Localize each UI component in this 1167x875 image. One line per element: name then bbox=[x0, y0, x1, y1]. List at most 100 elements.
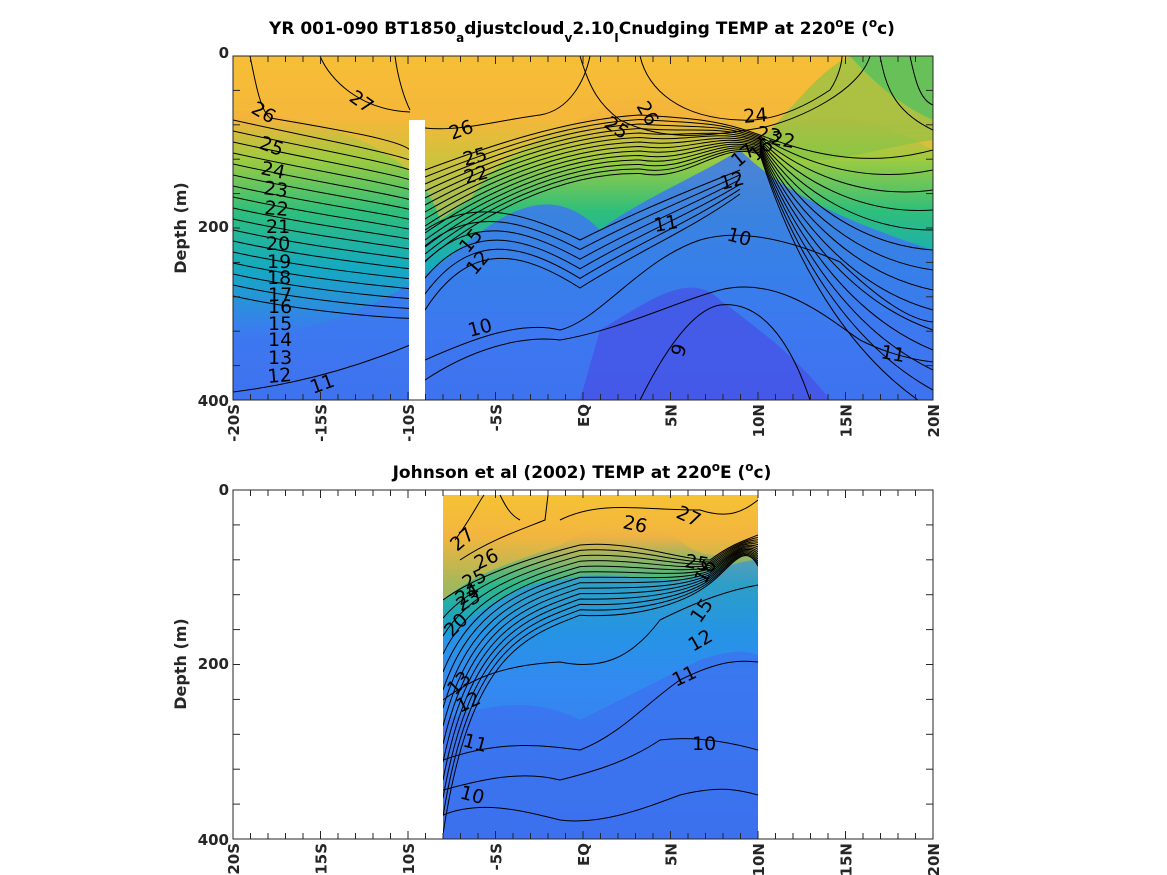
clabel-23b: 23 bbox=[755, 122, 783, 148]
panel-1-xticklabels: -20S -15S -10S -5S EQ 5N 10N 15N 20N bbox=[225, 404, 943, 442]
panel-2-thermocline-contours bbox=[443, 534, 758, 835]
thermocline-contour bbox=[424, 135, 933, 251]
thermocline-contour bbox=[424, 145, 933, 351]
clabel-22c: 22 bbox=[769, 127, 797, 153]
panel-1-ytick-200: 200 bbox=[198, 218, 229, 236]
thermocline-contour bbox=[233, 251, 411, 280]
thermocline-contour bbox=[424, 150, 919, 400]
clabel-19: 19 bbox=[267, 251, 291, 273]
panel-1-contour-labels: 27 26 26 25 26 25 24 23 22 21 20 19 18 1… bbox=[248, 86, 907, 399]
xtick-label: 10N bbox=[750, 843, 768, 875]
thermocline-contour bbox=[424, 127, 933, 211]
thermocline-contour bbox=[233, 218, 411, 250]
thermocline-contour bbox=[443, 552, 758, 799]
panel-1-ytick-0: 0 bbox=[219, 44, 229, 62]
panel-1-data-gap bbox=[409, 120, 425, 400]
xtick-label: -10S bbox=[400, 843, 418, 875]
thermocline-contour bbox=[233, 262, 411, 290]
thermocline-contour bbox=[443, 544, 758, 691]
thermocline-contour bbox=[443, 543, 758, 673]
clabel-14: 14 bbox=[268, 329, 292, 351]
thermocline-contour bbox=[424, 143, 933, 331]
panel-1-deep-contours bbox=[233, 234, 933, 400]
thermocline-contour bbox=[443, 546, 758, 709]
xtick-label: 5N bbox=[663, 843, 681, 866]
thermocline-contour bbox=[424, 123, 933, 193]
clabel-11b: 11 bbox=[652, 211, 680, 237]
thermocline-contour bbox=[424, 149, 933, 391]
clabel-18: 18 bbox=[267, 267, 291, 289]
thermocline-contour bbox=[424, 132, 933, 231]
clabel2-25b: 25 bbox=[683, 550, 711, 576]
xtick-label: -5S bbox=[488, 843, 506, 870]
thermocline-contour bbox=[424, 141, 933, 311]
xtick-label: -20S bbox=[225, 843, 243, 875]
thermocline-contour bbox=[233, 284, 411, 309]
xtick-label: 15N bbox=[838, 404, 856, 437]
panel-1-ticks bbox=[232, 55, 934, 401]
thermocline-contour bbox=[424, 179, 741, 263]
xtick-label: -15S bbox=[313, 404, 331, 442]
thermocline-contour bbox=[424, 118, 933, 178]
thermocline-contour bbox=[233, 207, 411, 240]
thermocline-contour bbox=[424, 169, 741, 241]
thermocline-contour bbox=[233, 163, 411, 201]
clabel-24: 24 bbox=[259, 157, 287, 184]
xtick-label: -15S bbox=[313, 843, 331, 875]
thermocline-contour bbox=[233, 119, 411, 161]
xtick-label: 10N bbox=[750, 404, 768, 437]
clabel-11c: 11 bbox=[879, 341, 907, 367]
panel-1-field bbox=[233, 56, 933, 400]
clabel-21: 21 bbox=[266, 216, 290, 238]
xtick-label: 20N bbox=[925, 843, 943, 875]
clabel-24b: 24 bbox=[743, 104, 769, 128]
panel-1-thermocline-contours bbox=[233, 114, 933, 400]
thermocline-contour bbox=[443, 550, 758, 763]
panel-2-ytick-200: 200 bbox=[198, 655, 229, 673]
clabel-16: 16 bbox=[268, 296, 292, 318]
panel-1-ylabel: Depth (m) bbox=[171, 182, 190, 274]
thermocline-contour bbox=[424, 139, 933, 291]
thermocline-contour bbox=[233, 185, 411, 220]
thermocline-contour bbox=[233, 141, 411, 181]
thermocline-contour bbox=[424, 114, 933, 171]
thermocline-contour bbox=[443, 534, 758, 601]
thermocline-contour bbox=[424, 193, 741, 311]
thermocline-contour bbox=[233, 130, 411, 171]
clabel-23: 23 bbox=[262, 177, 289, 202]
thermocline-contour bbox=[424, 174, 741, 251]
panel-2-xticklabels: -20S -15S -10S -5S EQ 5N 10N 15N 20N bbox=[225, 843, 943, 875]
panel-1-yticklabels: 0 200 400 bbox=[198, 44, 229, 410]
thermocline-contour bbox=[443, 541, 758, 655]
clabel-22: 22 bbox=[264, 197, 290, 221]
clabel-15: 15 bbox=[268, 313, 292, 335]
clabel-13: 13 bbox=[268, 347, 292, 369]
panel-1: YR 001-090 BT1850adjustcloudv2.10ICnudgi… bbox=[171, 16, 943, 442]
thermocline-contour bbox=[424, 137, 933, 271]
clabel-20: 20 bbox=[266, 233, 290, 255]
thermocline-contour bbox=[233, 152, 411, 191]
panel-2-field bbox=[443, 494, 758, 839]
xtick-label: 15N bbox=[838, 843, 856, 875]
thermocline-contour bbox=[443, 547, 758, 727]
thermocline-contour bbox=[443, 555, 758, 835]
thermocline-contour bbox=[424, 183, 741, 279]
xtick-label: 20N bbox=[925, 404, 943, 437]
thermocline-contour bbox=[443, 551, 758, 781]
panel-2-contours bbox=[443, 494, 758, 822]
xtick-label: 5N bbox=[663, 404, 681, 427]
thermocline-contour bbox=[443, 553, 758, 817]
panel-2-title: Johnson et al (2002) TEMP at 220oE (oc) bbox=[392, 460, 772, 483]
panel-2-ylabel: Depth (m) bbox=[171, 618, 190, 710]
thermocline-contour bbox=[233, 174, 411, 210]
clabel-12: 12 bbox=[267, 364, 293, 388]
thermocline-contour bbox=[233, 196, 411, 230]
thermocline-contour bbox=[233, 229, 411, 260]
thermocline-contour bbox=[233, 295, 411, 319]
clabel2-10b: 10 bbox=[692, 733, 716, 755]
thermocline-contour bbox=[443, 536, 758, 619]
thermocline-contour bbox=[233, 273, 411, 300]
panel-2-yticklabels: 0 200 400 bbox=[198, 481, 229, 849]
panel-2-ytick-400: 400 bbox=[198, 831, 229, 849]
